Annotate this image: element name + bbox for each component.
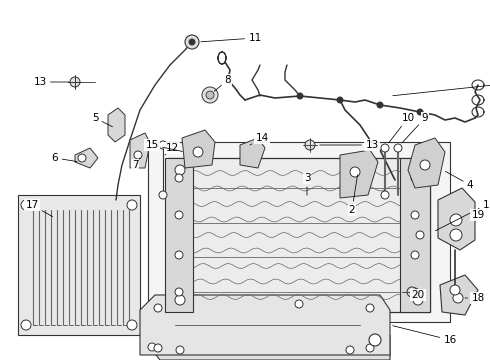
Circle shape: [159, 191, 167, 199]
Circle shape: [350, 167, 360, 177]
Circle shape: [381, 144, 389, 152]
Circle shape: [175, 165, 185, 175]
Text: 12: 12: [165, 143, 179, 155]
Circle shape: [305, 140, 315, 150]
Circle shape: [154, 344, 162, 352]
Circle shape: [420, 160, 430, 170]
Circle shape: [21, 200, 31, 210]
Circle shape: [450, 285, 460, 295]
Text: 1: 1: [436, 200, 490, 231]
Circle shape: [417, 109, 423, 115]
Circle shape: [127, 320, 137, 330]
Text: 14: 14: [250, 133, 269, 145]
Circle shape: [127, 200, 137, 210]
Polygon shape: [440, 275, 478, 315]
Text: 6: 6: [51, 153, 77, 163]
Circle shape: [154, 304, 162, 312]
Text: 10: 10: [389, 113, 415, 143]
Circle shape: [394, 144, 402, 152]
Polygon shape: [108, 108, 125, 142]
FancyBboxPatch shape: [165, 158, 193, 312]
Circle shape: [189, 39, 195, 45]
FancyBboxPatch shape: [168, 158, 430, 312]
Polygon shape: [340, 150, 378, 198]
Circle shape: [411, 288, 419, 296]
Circle shape: [70, 77, 80, 87]
Circle shape: [148, 343, 156, 351]
Circle shape: [295, 300, 303, 308]
Polygon shape: [182, 130, 215, 168]
Circle shape: [297, 93, 303, 99]
Circle shape: [21, 320, 31, 330]
Circle shape: [185, 35, 199, 49]
Circle shape: [450, 229, 462, 241]
Circle shape: [176, 346, 184, 354]
Text: 8: 8: [214, 75, 231, 91]
Circle shape: [175, 295, 185, 305]
Text: 7: 7: [132, 158, 140, 170]
Circle shape: [337, 97, 343, 103]
Polygon shape: [408, 138, 445, 188]
Polygon shape: [75, 148, 98, 168]
Text: 4: 4: [445, 171, 473, 190]
Text: 13: 13: [33, 77, 69, 87]
Circle shape: [175, 211, 183, 219]
Circle shape: [346, 346, 354, 354]
Text: 9: 9: [402, 113, 428, 143]
Circle shape: [411, 211, 419, 219]
Circle shape: [450, 214, 462, 226]
Polygon shape: [240, 138, 265, 168]
Circle shape: [411, 251, 419, 259]
Polygon shape: [438, 188, 475, 250]
Polygon shape: [140, 295, 390, 355]
FancyBboxPatch shape: [148, 142, 450, 322]
Text: 21: 21: [393, 77, 490, 96]
Text: 17: 17: [25, 200, 52, 217]
Text: 15: 15: [146, 140, 182, 152]
Circle shape: [377, 102, 383, 108]
Circle shape: [411, 174, 419, 182]
Circle shape: [453, 293, 463, 303]
Polygon shape: [18, 195, 140, 335]
Text: 3: 3: [304, 173, 310, 195]
Text: 20: 20: [412, 290, 424, 300]
Circle shape: [206, 91, 214, 99]
Circle shape: [366, 344, 374, 352]
Text: 2: 2: [349, 175, 358, 215]
Circle shape: [159, 141, 167, 149]
Circle shape: [369, 334, 381, 346]
Circle shape: [366, 304, 374, 312]
Circle shape: [416, 231, 424, 239]
Circle shape: [175, 174, 183, 182]
Circle shape: [193, 147, 203, 157]
Circle shape: [175, 251, 183, 259]
Polygon shape: [140, 335, 390, 360]
Circle shape: [175, 288, 183, 296]
Polygon shape: [130, 133, 150, 168]
Circle shape: [202, 87, 218, 103]
Circle shape: [413, 165, 423, 175]
Text: 19: 19: [471, 210, 485, 220]
Circle shape: [413, 295, 423, 305]
Circle shape: [407, 287, 417, 297]
Circle shape: [78, 154, 86, 162]
Text: 16: 16: [392, 326, 457, 345]
Text: 5: 5: [92, 113, 113, 127]
Circle shape: [381, 191, 389, 199]
Text: 11: 11: [201, 33, 262, 43]
Text: 13: 13: [320, 140, 379, 150]
Circle shape: [134, 151, 142, 159]
Text: 18: 18: [465, 293, 485, 303]
FancyBboxPatch shape: [400, 158, 430, 312]
